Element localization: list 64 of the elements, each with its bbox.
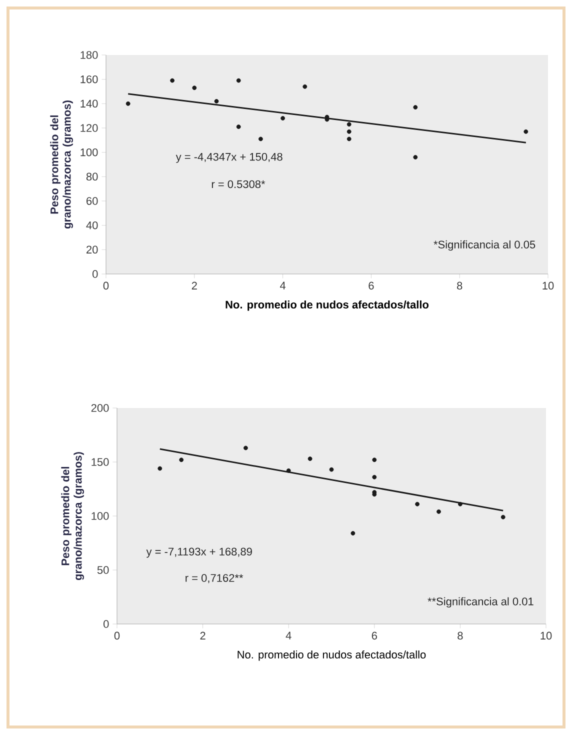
point	[280, 116, 286, 120]
x-tick-label: 10	[542, 282, 554, 290]
point	[329, 467, 334, 472]
point	[302, 84, 308, 89]
point	[413, 154, 418, 160]
point	[372, 458, 377, 462]
y-tick-label: 140	[80, 100, 98, 108]
x-tick-label: 10	[540, 632, 552, 640]
annotation: y = -4,4347x + 150,48	[176, 152, 282, 163]
y-tick-label: 200	[91, 404, 109, 412]
x-tick-label: 6	[372, 632, 377, 640]
point	[372, 474, 377, 480]
y-tick-label: 120	[80, 124, 98, 132]
point	[436, 509, 441, 514]
point	[236, 124, 241, 129]
y-tick-label: 40	[86, 221, 98, 230]
point	[179, 458, 184, 462]
x-tick-label: 0	[114, 632, 120, 640]
y-tick-label: 100	[80, 148, 98, 156]
x-axis-title: No. promedio de nudos afectados/tallo	[238, 650, 426, 661]
point	[192, 86, 197, 90]
y-tick-label: 20	[86, 246, 98, 254]
x-tick-label: 4	[280, 282, 286, 290]
x-tick-label: 8	[458, 632, 463, 640]
annotation: y = -7,1193x + 168,89	[146, 548, 252, 558]
y-tick-label: 0	[92, 270, 98, 278]
point	[236, 78, 241, 83]
y-axis-title: Peso promedio del grano/mazorca (gramos)	[61, 452, 84, 580]
point	[346, 136, 352, 142]
point	[350, 531, 356, 536]
point	[413, 105, 418, 110]
annotation: *Significancia al 0.05	[434, 240, 536, 251]
y-tick-label: 100	[92, 512, 109, 520]
point	[286, 468, 291, 473]
y-tick-label: 150	[92, 458, 109, 466]
point	[458, 502, 462, 506]
y-tick-label: 80	[86, 172, 98, 181]
point	[346, 122, 352, 127]
point	[308, 456, 312, 461]
x-tick-label: 2	[192, 282, 197, 290]
point	[170, 78, 174, 83]
y-tick-label: 160	[80, 75, 98, 84]
x-tick-label: 2	[200, 632, 206, 640]
y-tick-label: 60	[86, 197, 98, 205]
point	[214, 99, 219, 104]
point	[500, 514, 506, 520]
point	[158, 466, 162, 471]
x-tick-label: 4	[286, 632, 292, 640]
point	[258, 136, 263, 142]
y-tick-label: 180	[80, 51, 98, 59]
y-tick-label: 0	[104, 620, 109, 628]
point	[346, 129, 352, 134]
x-axis-title: No. promedio de nudos afectados/tallo	[226, 300, 429, 311]
x-tick-label: 8	[457, 282, 462, 290]
point	[244, 446, 248, 450]
point	[126, 101, 130, 106]
point	[524, 129, 528, 134]
annotation: r = 0.5308*	[212, 180, 266, 188]
y-axis-title: Peso promedio del grano/mazorca (gramos)	[50, 100, 73, 229]
y-tick-label: 50	[97, 566, 109, 574]
annotation: r = 0,7162**	[186, 574, 244, 584]
x-tick-label: 6	[368, 282, 374, 290]
point	[415, 502, 420, 506]
annotation: **Significancia al 0.01	[428, 597, 534, 608]
